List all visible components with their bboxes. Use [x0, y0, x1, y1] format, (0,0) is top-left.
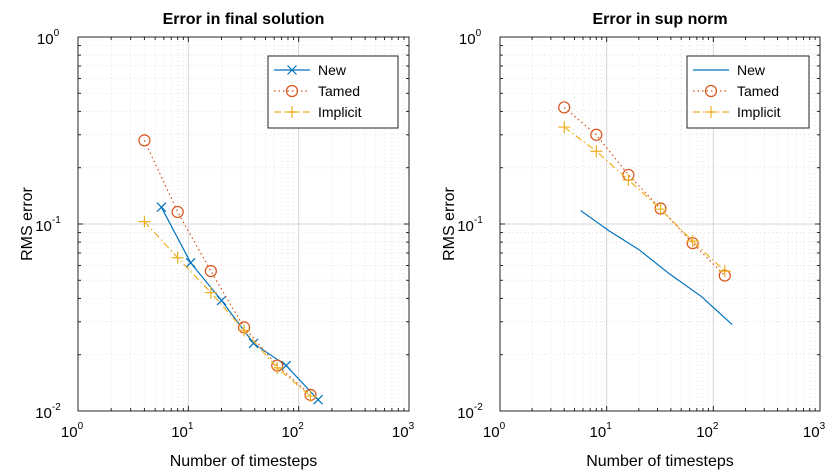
series-line	[563, 126, 726, 272]
chart-title: Error in sup norm	[592, 11, 727, 28]
series-line	[160, 206, 319, 401]
legend-box	[686, 55, 810, 129]
legend-entry-label: New	[318, 62, 347, 78]
data-point	[204, 264, 217, 278]
data-point	[185, 257, 196, 268]
legend-entry-label: Implicit	[737, 104, 781, 120]
y-tick-label: 10-1	[457, 215, 483, 235]
legend-marker	[287, 65, 297, 75]
data-point	[622, 173, 635, 186]
y-tick-label: 10-2	[35, 402, 61, 422]
tick-marks	[499, 36, 821, 412]
series-line	[143, 140, 311, 396]
x-tick-label: 103	[392, 421, 415, 441]
y-tick-label: 100	[37, 28, 60, 48]
grid	[500, 37, 820, 411]
chart-panel-1: 100 101 102 103 10-2 10-1 100 Error in final so…	[19, 11, 415, 470]
series-implicit	[138, 215, 317, 403]
legend-marker	[285, 84, 299, 98]
legend-marker	[286, 106, 298, 118]
data-point	[271, 361, 284, 374]
legend-entry-label: New	[737, 62, 766, 78]
y-tick-label: 100	[459, 28, 482, 48]
data-point	[558, 121, 571, 134]
legend-entry-label: Implicit	[318, 104, 362, 120]
y-axis-label: RMS error	[19, 186, 36, 260]
y-tick-label: 10-2	[457, 402, 483, 422]
x-tick-label: 100	[61, 421, 84, 441]
legend-entry-label: Tamed	[737, 83, 779, 99]
chart-title: Error in final solution	[163, 11, 325, 28]
series-line	[563, 106, 726, 276]
y-axis-label: RMS error	[441, 186, 458, 260]
data-point	[216, 295, 227, 306]
data-point	[558, 101, 571, 114]
legend-entry-label: Tamed	[318, 83, 360, 99]
data-point	[171, 205, 184, 219]
x-axis-label: Number of timesteps	[586, 453, 734, 470]
series-new	[156, 202, 324, 405]
x-tick-label: 101	[590, 421, 613, 441]
series-implicit	[558, 121, 731, 278]
legend: New Tamed Implicit	[686, 55, 810, 129]
legend-marker	[705, 106, 717, 118]
data-point	[590, 128, 603, 141]
data-point	[138, 134, 151, 147]
x-tick-label: 100	[483, 421, 506, 441]
tick-marks	[77, 36, 410, 412]
data-point	[718, 265, 731, 278]
series-line	[143, 221, 311, 397]
data-point	[238, 324, 251, 337]
data-point	[590, 145, 603, 158]
data-point	[171, 251, 184, 264]
data-point	[686, 235, 699, 248]
legend-marker	[704, 84, 718, 98]
series-line	[580, 210, 733, 325]
data-point	[248, 338, 259, 349]
chart-panel-2: 100 101 102 103 10-2 10-1 100 Error in sup norm…	[441, 11, 826, 470]
x-tick-label: 102	[696, 421, 719, 441]
data-point	[281, 360, 292, 371]
x-axis-label: Number of timesteps	[170, 453, 318, 470]
x-tick-label: 103	[803, 421, 826, 441]
data-point	[654, 203, 667, 216]
x-tick-label: 101	[171, 421, 194, 441]
data-point	[304, 390, 317, 403]
data-point	[138, 215, 151, 228]
data-point	[156, 202, 167, 213]
data-point	[204, 286, 217, 299]
x-tick-label: 102	[282, 421, 305, 441]
y-tick-label: 10-1	[35, 215, 61, 235]
legend: New Tamed Implicit	[267, 55, 399, 129]
series-new	[580, 210, 733, 325]
